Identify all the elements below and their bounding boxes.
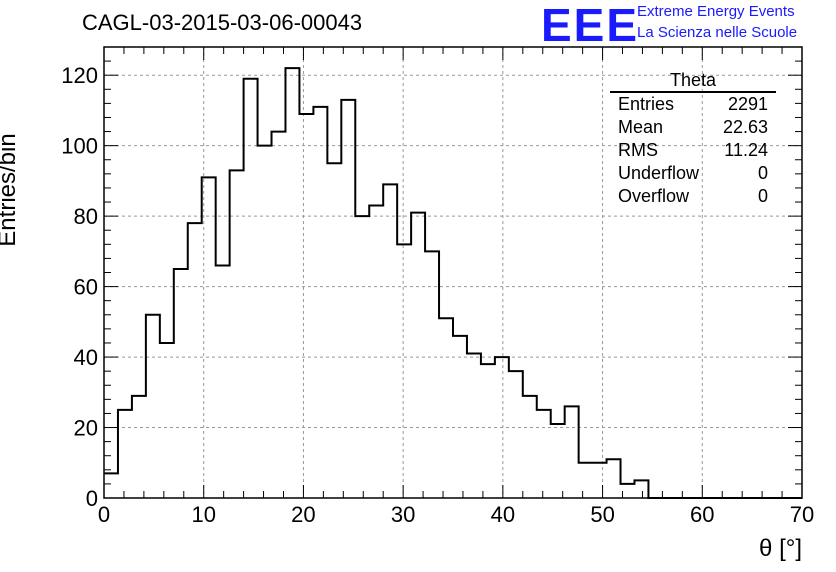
y-tick-label: 100 xyxy=(61,134,98,159)
histogram-bin xyxy=(216,265,230,498)
histogram-bin xyxy=(537,410,551,498)
x-tick-label: 30 xyxy=(391,502,415,527)
histogram-bin xyxy=(258,146,272,498)
y-tick-label: 20 xyxy=(74,416,98,441)
logo-line-1: Extreme Energy Events xyxy=(637,3,795,20)
histogram-bin xyxy=(565,406,579,498)
stats-label: Overflow xyxy=(618,186,690,206)
histogram-bin xyxy=(299,114,313,498)
histogram-bin xyxy=(132,396,146,498)
y-tick-label: 0 xyxy=(86,486,98,511)
histogram-bin xyxy=(397,244,411,498)
plot-frame xyxy=(103,46,803,499)
stats-row: RMS 11.24 xyxy=(610,139,776,162)
y-axis-label: Entries/bin xyxy=(0,133,21,247)
stats-value: 22.63 xyxy=(722,117,768,137)
stats-title: Theta xyxy=(610,70,776,93)
stats-row: Mean 22.63 xyxy=(610,116,776,139)
histogram-bin xyxy=(146,315,160,498)
stats-label: Underflow xyxy=(618,163,700,183)
logo-line-2: La Scienza nelle Scuole xyxy=(637,24,798,41)
y-tick-label: 60 xyxy=(74,275,98,300)
chart-title: CAGL-03-2015-03-06-00043 xyxy=(82,10,363,35)
histogram-bin xyxy=(369,206,383,498)
histogram-bin xyxy=(160,343,174,498)
x-tick-label: 40 xyxy=(491,502,515,527)
x-tick-label: 0 xyxy=(98,502,110,527)
y-tick-label: 120 xyxy=(61,63,98,88)
eee-logo: EEE Extreme Energy Events La Scienza nel… xyxy=(541,0,836,51)
x-tick-label: 20 xyxy=(291,502,315,527)
histogram-bin xyxy=(272,132,286,498)
x-tick-label: 50 xyxy=(590,502,614,527)
stats-value: 11.24 xyxy=(724,140,768,160)
histogram-series xyxy=(104,67,802,499)
y-tick-label: 80 xyxy=(74,204,98,229)
histogram-bin xyxy=(509,371,523,498)
histogram-bin xyxy=(523,396,537,498)
histogram-bin xyxy=(313,107,327,498)
x-tick-label: 70 xyxy=(790,502,814,527)
histogram-bin xyxy=(327,163,341,498)
histogram-bin xyxy=(174,269,188,498)
histogram-bin xyxy=(607,459,621,498)
histogram-bin xyxy=(341,100,355,498)
histogram-bin xyxy=(439,318,453,498)
histogram-bin xyxy=(118,410,132,498)
histogram-bin xyxy=(425,251,439,498)
histogram-bin xyxy=(634,480,648,498)
logo-mark: EEE xyxy=(541,0,640,51)
stats-value: 0 xyxy=(757,163,768,183)
histogram-bin xyxy=(188,223,202,498)
histogram-bin xyxy=(285,68,299,498)
histogram-bin xyxy=(244,79,258,498)
x-tick-label: 10 xyxy=(191,502,215,527)
histogram-bin xyxy=(481,364,495,498)
stats-label: Mean xyxy=(618,117,664,137)
stats-label: RMS xyxy=(618,140,658,160)
histogram-bin xyxy=(551,424,565,498)
stats-value: 0 xyxy=(757,186,768,206)
x-axis-label: θ [°] xyxy=(759,535,802,562)
histogram-bin xyxy=(453,336,467,498)
histogram-bin xyxy=(411,213,425,498)
stats-label: Entries xyxy=(618,94,675,114)
stats-value: 2291 xyxy=(727,94,768,114)
stats-row: Underflow 0 xyxy=(610,162,776,185)
stats-box: Theta Entries 2291 Mean 22.63 RMS 11.24 … xyxy=(610,70,776,208)
stats-row: Entries 2291 xyxy=(610,93,776,116)
histogram-bin xyxy=(579,463,593,498)
histogram-bin xyxy=(383,184,397,498)
histogram-bin xyxy=(104,473,118,498)
histogram-bin xyxy=(230,170,244,498)
histogram-bin xyxy=(467,354,481,498)
y-tick-label: 40 xyxy=(74,345,98,370)
histogram-bin xyxy=(593,463,607,498)
x-tick-label: 60 xyxy=(690,502,714,527)
stats-row: Overflow 0 xyxy=(610,185,776,208)
